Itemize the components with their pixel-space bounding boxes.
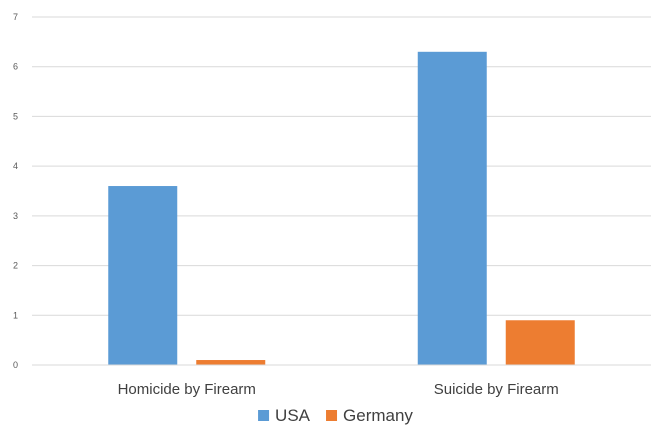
y-tick-label: 3	[13, 211, 18, 221]
bar-germany-2	[505, 320, 575, 365]
bar-usa-1	[108, 186, 178, 365]
y-tick-label: 4	[13, 161, 18, 171]
x-category-label: Homicide by Firearm	[118, 381, 256, 398]
y-tick-label: 0	[13, 360, 18, 370]
legend-item: Germany	[326, 406, 413, 425]
legend-label: USA	[275, 406, 311, 425]
bar-germany-1	[196, 360, 266, 365]
bars	[108, 51, 575, 366]
x-axis-category-labels: Homicide by Firearm Suicide by Firearm	[118, 381, 559, 398]
legend-item: USA	[258, 406, 311, 425]
legend-swatch	[258, 410, 270, 421]
y-tick-label: 5	[13, 111, 18, 121]
legend-swatch	[326, 410, 338, 421]
y-axis-tick-labels: 0 1 2 3 4 5 6 7	[13, 12, 18, 370]
y-tick-label: 2	[13, 261, 18, 271]
y-tick-label: 7	[13, 12, 18, 22]
legend-label: Germany	[343, 406, 413, 425]
legend: USA Germany	[258, 406, 413, 425]
x-category-label: Suicide by Firearm	[434, 381, 559, 398]
y-tick-label: 1	[13, 310, 18, 320]
y-tick-label: 6	[13, 62, 18, 72]
bar-usa-2	[417, 51, 487, 366]
